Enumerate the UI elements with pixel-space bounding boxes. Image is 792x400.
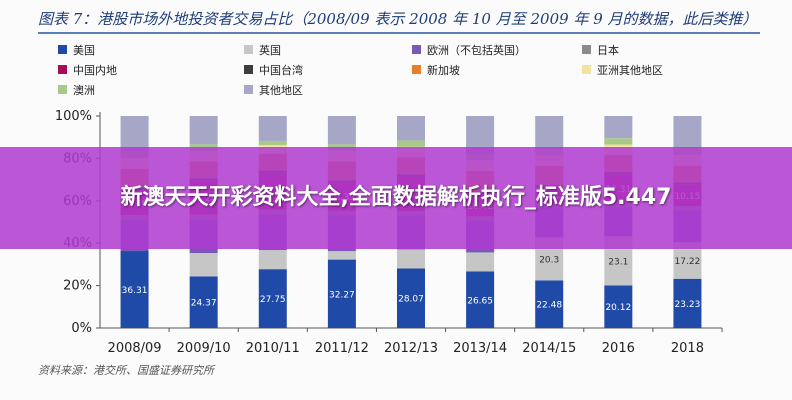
bar-segment xyxy=(673,278,702,328)
legend-item: 欧洲（不包括英国） xyxy=(412,40,582,59)
x-tick-label: 2014/15 xyxy=(522,341,576,356)
bar-segment xyxy=(258,140,287,146)
banner-text: 新澳天天开彩资料大全,全面数据解析执行_标准版5.447 xyxy=(120,185,672,210)
legend-label: 美国 xyxy=(73,43,95,57)
data-label: 20.3 xyxy=(539,255,559,265)
legend-label: 澳洲 xyxy=(73,83,95,97)
legend-item: 新加坡 xyxy=(412,60,582,79)
x-tick-label: 2011/12 xyxy=(315,341,369,356)
legend-item: 澳洲 xyxy=(58,80,244,99)
legend-swatch xyxy=(244,45,253,54)
bar-segment xyxy=(535,280,564,328)
legend-label: 亚洲其他地区 xyxy=(597,63,663,77)
data-label: 22.48 xyxy=(536,301,562,311)
bar-segment xyxy=(535,116,564,150)
bar-segment xyxy=(466,271,495,328)
title-rule xyxy=(38,32,760,34)
legend-item: 日本 xyxy=(582,40,732,59)
legend-label: 中国台湾 xyxy=(259,63,303,77)
y-tick-label: 20% xyxy=(63,279,92,294)
data-label: 27.75 xyxy=(260,295,286,305)
legend-item: 中国台湾 xyxy=(244,60,412,79)
x-tick-label: 2012/13 xyxy=(384,341,438,356)
bar-segment xyxy=(604,116,633,139)
legend-label: 中国内地 xyxy=(73,63,117,77)
bar-segment xyxy=(258,116,287,141)
legend-label: 英国 xyxy=(259,43,281,57)
data-label: 17.22 xyxy=(675,257,701,267)
bar-segment xyxy=(327,259,356,328)
legend-swatch xyxy=(412,45,421,54)
bar-segment xyxy=(258,250,287,270)
overlay-banner[interactable]: 新澳天天开彩资料大全,全面数据解析执行_标准版5.447 xyxy=(0,147,792,249)
data-label: 24.37 xyxy=(191,299,217,309)
bar-segment xyxy=(604,285,633,328)
data-label: 26.65 xyxy=(467,296,493,306)
bar-segment xyxy=(189,253,218,277)
x-tick-label: 2018 xyxy=(671,341,704,356)
legend-swatch xyxy=(244,65,253,74)
x-tick-label: 2008/09 xyxy=(108,341,162,356)
bar-segment xyxy=(189,116,218,145)
bar-segment xyxy=(327,251,356,260)
bar-segment xyxy=(397,116,425,141)
data-label: 23.1 xyxy=(608,257,628,267)
data-label: 32.27 xyxy=(329,290,355,300)
bar-segment xyxy=(397,249,425,269)
bar-segment xyxy=(120,116,149,152)
bar-segment xyxy=(189,276,218,328)
legend-item: 中国内地 xyxy=(58,60,244,79)
legend-item: 亚洲其他地区 xyxy=(582,60,732,79)
data-label: 36.31 xyxy=(122,286,148,296)
bar-segment xyxy=(120,251,149,328)
legend-swatch xyxy=(582,65,591,74)
legend-swatch xyxy=(58,65,67,74)
source-note: 资料来源：港交所、国盛证券研究所 xyxy=(38,364,214,377)
x-tick-label: 2016 xyxy=(602,341,635,356)
bar-segment xyxy=(397,268,425,328)
bar-segment xyxy=(327,116,356,145)
legend-item: 其他地区 xyxy=(244,80,412,99)
data-label: 28.07 xyxy=(398,295,424,305)
legend-label: 新加坡 xyxy=(427,63,460,77)
legend-swatch xyxy=(582,45,591,54)
legend-swatch xyxy=(58,45,67,54)
data-label: 20.12 xyxy=(605,303,631,313)
y-tick-label: 100% xyxy=(55,109,92,124)
x-tick-label: 2009/10 xyxy=(177,341,231,356)
legend-swatch xyxy=(244,85,253,94)
chart-legend: 美国 英国 欧洲（不包括英国） 日本中国内地 中国台湾 新加坡 亚洲其他地区澳洲 其他地区 xyxy=(58,40,738,110)
legend-label: 其他地区 xyxy=(259,83,303,97)
y-tick-label: 0% xyxy=(71,321,92,336)
legend-item: 美国 xyxy=(58,40,244,59)
bar-segment xyxy=(397,140,425,147)
legend-item: 英国 xyxy=(244,40,412,59)
bar-segment xyxy=(673,116,702,149)
x-tick-label: 2010/11 xyxy=(246,341,300,356)
chart-title: 图表 7：港股市场外地投资者交易占比（2008/09 表示 2008 年 10 … xyxy=(38,10,758,28)
bar-segment xyxy=(466,252,495,272)
legend-label: 日本 xyxy=(597,43,619,57)
bar-segment xyxy=(604,138,633,145)
x-tick-label: 2013/14 xyxy=(453,341,507,356)
legend-label: 欧洲（不包括英国） xyxy=(427,43,526,57)
bar-segment xyxy=(258,269,287,328)
data-label: 23.23 xyxy=(675,300,701,310)
legend-swatch xyxy=(412,65,421,74)
legend-swatch xyxy=(58,85,67,94)
